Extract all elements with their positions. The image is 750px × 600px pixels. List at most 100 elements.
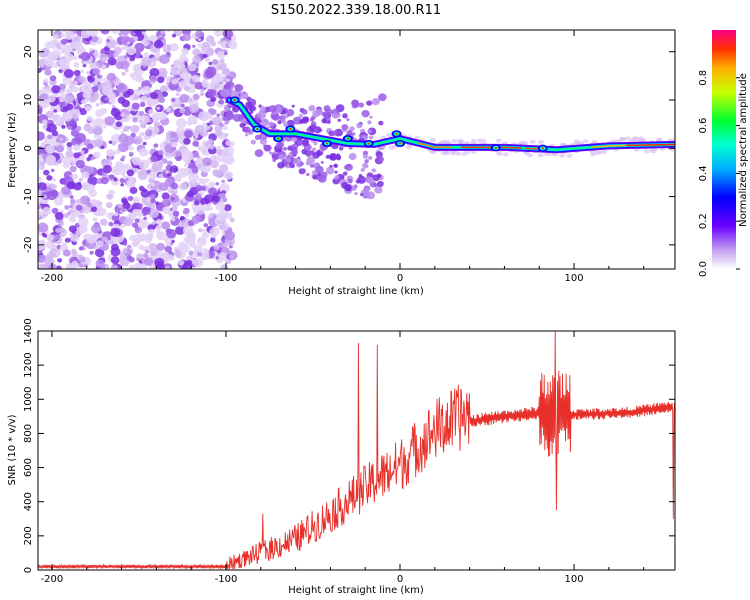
noise-blob — [131, 71, 142, 81]
noise-blob — [170, 196, 175, 201]
scatter-blob — [375, 151, 383, 158]
noise-blob — [113, 52, 120, 58]
scatter-blob — [301, 139, 310, 146]
scatter-blob — [283, 122, 289, 128]
scatter-blob — [259, 138, 267, 145]
scatter-blob — [352, 132, 356, 136]
noise-blob — [208, 61, 213, 66]
noise-blob — [69, 157, 78, 165]
noise-blob — [126, 169, 135, 177]
scatter-blob — [306, 150, 313, 157]
noise-blob — [216, 50, 226, 59]
noise-blob — [108, 97, 116, 105]
scatter-blob — [293, 157, 302, 165]
noise-blob — [183, 163, 188, 167]
noise-blob — [124, 135, 135, 145]
scatter-blob — [377, 156, 384, 163]
noise-blob — [191, 215, 201, 224]
noise-blob — [147, 224, 156, 232]
noise-blob — [144, 249, 150, 254]
noise-blob — [111, 141, 117, 146]
noise-blob — [47, 86, 53, 92]
noise-blob — [146, 96, 155, 105]
noise-blob — [217, 65, 223, 71]
noise-blob — [138, 132, 144, 137]
noise-blob — [72, 86, 79, 93]
halo-blob — [527, 153, 534, 158]
noise-blob — [204, 57, 211, 63]
noise-blob — [189, 103, 200, 113]
scatter-blob — [306, 172, 310, 176]
noise-blob — [134, 42, 145, 53]
noise-blob — [178, 259, 185, 266]
scatter-blob — [333, 164, 337, 168]
noise-blob — [214, 30, 222, 37]
noise-blob — [165, 241, 171, 247]
noise-blob — [157, 149, 164, 156]
scatter-blob — [283, 114, 289, 119]
noise-blob — [221, 179, 226, 184]
noise-blob — [62, 249, 71, 257]
noise-blob — [45, 154, 57, 165]
noise-blob — [133, 135, 144, 145]
noise-blob — [192, 74, 201, 83]
knot-core — [541, 147, 544, 150]
halo-blob — [440, 139, 447, 144]
noise-blob — [139, 55, 143, 59]
scatter-blob — [342, 113, 348, 119]
noise-blob — [179, 182, 188, 191]
noise-blob — [111, 214, 120, 222]
scatter-blob — [291, 136, 298, 143]
noise-blob — [155, 219, 163, 225]
scatter-blob — [329, 164, 333, 168]
noise-blob — [73, 144, 81, 151]
noise-blob — [86, 157, 91, 162]
noise-blob — [200, 180, 206, 185]
scatter-blob — [277, 161, 285, 169]
noise-blob — [137, 203, 143, 208]
noise-blob — [106, 38, 110, 43]
noise-blob — [44, 78, 49, 83]
noise-blob — [113, 212, 119, 217]
halo-blob — [601, 149, 608, 154]
noise-blob — [41, 119, 48, 125]
noise-blob — [192, 140, 200, 147]
scatter-blob — [337, 118, 341, 122]
noise-blob — [42, 194, 47, 199]
noise-blob — [92, 217, 98, 222]
noise-blob — [198, 111, 210, 122]
noise-blob — [166, 229, 177, 239]
noise-blob — [194, 200, 200, 206]
noise-blob — [108, 189, 115, 196]
scatter-blob — [349, 126, 355, 132]
noise-blob — [126, 41, 131, 45]
scatter-blob — [286, 108, 295, 117]
noise-blob — [189, 98, 193, 102]
noise-blob — [136, 158, 142, 163]
noise-blob — [134, 218, 140, 223]
noise-blob — [172, 210, 180, 217]
noise-blob — [175, 92, 180, 96]
noise-blob — [198, 237, 205, 244]
noise-blob — [180, 72, 189, 80]
noise-blob — [67, 181, 76, 190]
noise-blob — [62, 30, 67, 33]
noise-blob — [122, 241, 128, 246]
scatter-blob — [341, 181, 349, 189]
noise-blob — [228, 40, 238, 50]
halo-blob — [443, 150, 450, 155]
halo-blob — [457, 139, 464, 144]
scatter-blob — [371, 97, 380, 106]
scatter-blob — [226, 117, 231, 121]
halo-blob — [618, 137, 625, 142]
scatter-blob — [278, 154, 285, 160]
noise-blob — [170, 65, 181, 76]
halo-blob — [543, 151, 550, 156]
scatter-blob — [254, 149, 264, 158]
noise-blob — [197, 43, 203, 48]
noise-blob — [94, 248, 105, 258]
noise-blob — [179, 215, 185, 221]
noise-blob — [127, 195, 134, 201]
noise-blob — [52, 41, 56, 45]
noise-blob — [147, 36, 153, 42]
